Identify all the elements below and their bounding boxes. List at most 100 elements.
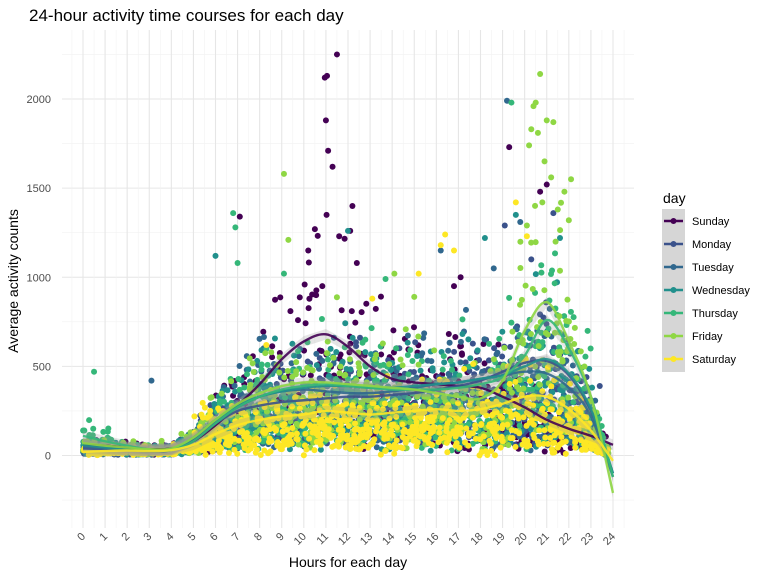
data-point (457, 274, 464, 281)
data-point (302, 320, 309, 327)
data-point (437, 435, 444, 442)
data-point (365, 443, 372, 450)
data-point (260, 328, 267, 335)
data-point (561, 188, 568, 195)
data-point (582, 439, 589, 446)
data-point (437, 247, 444, 254)
data-point (512, 211, 519, 218)
data-point (354, 425, 361, 432)
x-tick-label: 24 (601, 531, 618, 548)
data-point (442, 231, 449, 238)
data-point (552, 238, 559, 245)
data-point (440, 353, 447, 360)
data-point (411, 324, 418, 331)
data-point (527, 331, 534, 338)
data-point (205, 445, 212, 452)
data-point (236, 213, 243, 220)
data-point (470, 360, 477, 367)
data-point (472, 422, 479, 429)
data-point (424, 424, 431, 431)
data-point (536, 381, 543, 388)
data-point (234, 450, 241, 457)
x-tick-label: 1 (97, 531, 110, 544)
data-point (486, 423, 493, 430)
data-point (474, 347, 481, 354)
data-point (537, 188, 544, 195)
data-point (288, 360, 295, 367)
data-point (580, 446, 587, 453)
data-point (191, 413, 198, 420)
data-point (568, 176, 575, 183)
data-point (339, 358, 346, 365)
data-point (491, 452, 498, 459)
data-point (399, 362, 406, 369)
legend-title: day (663, 190, 686, 206)
data-point (269, 354, 276, 361)
data-point (357, 334, 364, 341)
data-point (494, 349, 501, 356)
data-point (523, 222, 530, 229)
data-point (446, 417, 453, 424)
data-point (456, 444, 463, 451)
y-tick-label: 500 (33, 361, 51, 373)
data-point (477, 436, 484, 443)
data-point (263, 341, 270, 348)
data-point (465, 336, 472, 343)
data-point (397, 356, 404, 363)
data-point (457, 343, 464, 350)
data-point (313, 438, 320, 445)
data-point (413, 428, 420, 435)
data-point (320, 425, 327, 432)
data-point (459, 351, 466, 358)
data-point (539, 199, 546, 206)
data-point (469, 340, 476, 347)
data-point (508, 411, 515, 418)
data-point (564, 296, 571, 303)
data-point (439, 366, 446, 373)
data-point (231, 382, 238, 389)
data-point (447, 357, 454, 364)
data-point (399, 421, 406, 428)
data-point (305, 247, 312, 254)
y-tick-label: 1500 (27, 183, 51, 195)
data-point (329, 443, 336, 450)
data-point (353, 343, 360, 350)
data-point (280, 170, 287, 177)
data-point (228, 378, 235, 385)
x-tick-label: 2 (119, 531, 132, 544)
data-point (148, 377, 155, 384)
data-point (314, 232, 321, 239)
data-point (551, 432, 558, 439)
data-point (295, 317, 302, 324)
data-point (552, 250, 559, 257)
data-point (538, 269, 545, 276)
data-point (311, 447, 318, 454)
data-point (293, 430, 300, 437)
data-point (451, 283, 457, 290)
data-point (467, 355, 474, 362)
data-point (372, 305, 379, 312)
data-point (302, 430, 309, 437)
data-point (353, 259, 360, 266)
data-point (392, 445, 399, 452)
x-tick-label: 18 (468, 531, 485, 548)
data-point (415, 333, 422, 340)
data-point (373, 444, 380, 451)
data-point (234, 259, 241, 266)
data-point (499, 353, 506, 360)
data-point (230, 210, 237, 217)
data-point (459, 331, 466, 338)
data-point (541, 158, 548, 165)
data-point (512, 378, 519, 385)
data-point (544, 440, 551, 447)
data-point (379, 340, 386, 347)
data-point (527, 425, 534, 432)
data-point (421, 330, 428, 337)
data-point (429, 418, 436, 425)
data-point (407, 347, 414, 354)
data-point (570, 314, 577, 321)
data-point (557, 227, 564, 234)
data-point (558, 433, 565, 440)
data-point (347, 340, 354, 347)
data-point (532, 239, 539, 246)
